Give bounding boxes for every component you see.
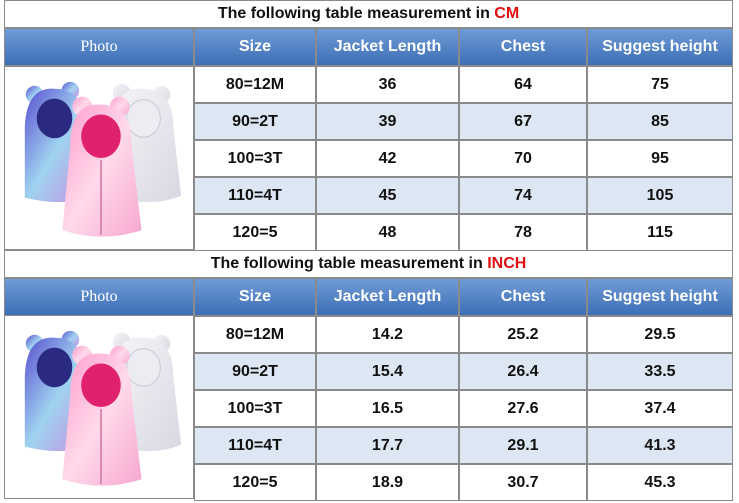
product-photo [4,66,194,250]
table-cell: 16.5 [316,390,459,427]
table-cell: 17.7 [316,427,459,464]
section-title: The following table measurement in CM [4,0,733,28]
table-cell: 29.1 [459,427,587,464]
table-cell: 64 [459,66,587,103]
table-cell: 14.2 [316,316,459,353]
column-header: Jacket Length [316,278,459,316]
table-cell: 120=5 [194,214,316,251]
title-unit: CM [494,5,520,22]
table-cell: 15.4 [316,353,459,390]
column-header: Photo [4,28,194,66]
table-cell: 80=12M [194,316,316,353]
column-header: Size [194,28,316,66]
table-cell: 90=2T [194,103,316,140]
table-cell: 70 [459,140,587,177]
column-header: Photo [4,278,194,316]
table-cell: 25.2 [459,316,587,353]
table-cell: 33.5 [587,353,733,390]
table-cell: 105 [587,177,733,214]
table-cell: 48 [316,214,459,251]
table-cell: 100=3T [194,390,316,427]
table-cell: 75 [587,66,733,103]
table-cell: 18.9 [316,464,459,501]
table-cell: 45 [316,177,459,214]
table-cell: 74 [459,177,587,214]
column-header: Suggest height [587,278,733,316]
table-cell: 30.7 [459,464,587,501]
title-text: The following table measurement in [210,255,488,272]
product-photo [4,315,194,499]
table-cell: 29.5 [587,316,733,353]
table-cell: 27.6 [459,390,587,427]
table-cell: 80=12M [194,66,316,103]
table-cell: 42 [316,140,459,177]
table-cell: 95 [587,140,733,177]
table-cell: 90=2T [194,353,316,390]
table-cell: 26.4 [459,353,587,390]
column-header: Chest [459,28,587,66]
section-title: The following table measurement in INCH [4,250,733,278]
table-cell: 41.3 [587,427,733,464]
table-cell: 36 [316,66,459,103]
table-cell: 78 [459,214,587,251]
table-cell: 67 [459,103,587,140]
column-header: Size [194,278,316,316]
title-text: The following table measurement in [217,5,495,22]
table-cell: 39 [316,103,459,140]
title-unit: INCH [487,255,527,272]
table-cell: 110=4T [194,177,316,214]
table-cell: 110=4T [194,427,316,464]
table-cell: 115 [587,214,733,251]
column-header: Jacket Length [316,28,459,66]
table-cell: 37.4 [587,390,733,427]
column-header: Chest [459,278,587,316]
table-cell: 120=5 [194,464,316,501]
table-cell: 100=3T [194,140,316,177]
column-header: Suggest height [587,28,733,66]
table-cell: 45.3 [587,464,733,501]
table-cell: 85 [587,103,733,140]
